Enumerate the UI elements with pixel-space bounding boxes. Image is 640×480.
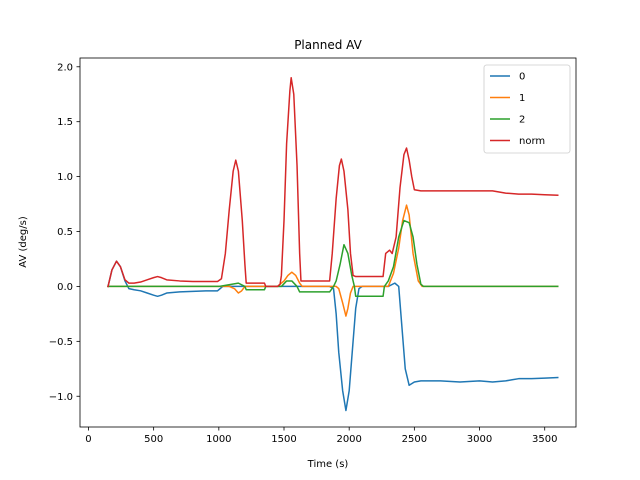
x-axis-label: Time (s)	[307, 459, 349, 470]
series-line-2	[107, 219, 559, 298]
x-tick-label: 3000	[467, 434, 492, 445]
y-tick-label: −0.5	[49, 337, 73, 348]
legend-box	[483, 64, 571, 154]
legend-label-1: 1	[519, 93, 525, 104]
y-tick-label: −1.0	[49, 392, 73, 403]
y-axis-ticks: −1.0 −0.5 0.0 0.5 1.0 1.5 2.0	[49, 62, 80, 403]
y-tick-label: 1.5	[57, 117, 73, 128]
legend: 0 1 2 norm	[483, 64, 571, 154]
x-tick-label: 2000	[336, 434, 361, 445]
chart-title: Planned AV	[294, 38, 362, 52]
axes-frame	[79, 57, 577, 428]
series-line-norm	[107, 77, 559, 288]
legend-label-norm: norm	[519, 136, 545, 147]
x-tick-label: 3500	[532, 434, 557, 445]
series-layer	[107, 77, 559, 412]
y-tick-label: 2.0	[57, 62, 73, 73]
series-line-0	[107, 260, 559, 412]
series-line-1	[107, 204, 559, 317]
y-tick-label: 0.5	[57, 227, 73, 238]
x-tick-label: 2500	[402, 434, 427, 445]
x-axis-ticks: 0 500 1000 1500 2000 2500 3000 3500	[85, 427, 557, 445]
legend-label-0: 0	[519, 72, 525, 83]
y-tick-label: 1.0	[57, 172, 73, 183]
legend-label-2: 2	[519, 115, 525, 126]
x-tick-label: 0	[85, 434, 91, 445]
y-axis-label: AV (deg/s)	[18, 216, 29, 268]
x-tick-label: 500	[144, 434, 163, 445]
x-tick-label: 1000	[206, 434, 231, 445]
y-tick-label: 0.0	[57, 282, 73, 293]
x-tick-label: 1500	[271, 434, 296, 445]
axes-spines	[79, 57, 577, 428]
